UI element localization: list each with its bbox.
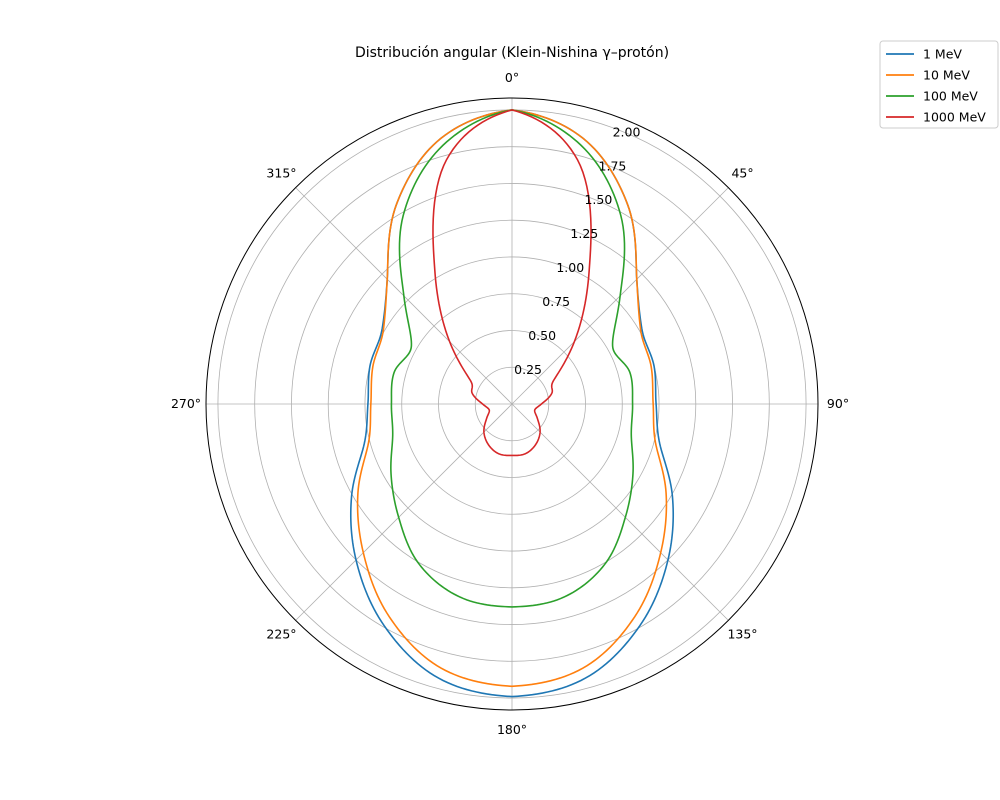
- radial-tick-label: 1.50: [584, 192, 612, 207]
- angular-tick-label: 0°: [505, 70, 519, 85]
- polar-frame: [205, 97, 819, 711]
- angular-tick-label: 135°: [727, 627, 757, 642]
- radial-tick-label: 1.00: [556, 260, 584, 275]
- legend-label-4: 1000 MeV: [923, 110, 986, 125]
- radial-tick-label: 2.00: [613, 124, 641, 139]
- angular-tick-label: 315°: [266, 165, 296, 180]
- radial-tick-label: 1.75: [599, 158, 627, 173]
- radial-tick-labels: 0.25 0.50 0.75 1.00 1.25 1.50 1.75 2.00: [514, 124, 640, 377]
- angular-tick-label: 225°: [266, 627, 296, 642]
- angular-tick-label: 180°: [497, 722, 527, 737]
- legend-label-1: 1 MeV: [923, 47, 962, 62]
- chart-title: Distribución angular (Klein-Nishina γ–pr…: [355, 45, 669, 61]
- angular-gridline: [295, 403, 513, 621]
- legend-box: [879, 40, 999, 129]
- legend-label-3: 100 MeV: [923, 89, 978, 104]
- series-line-1: [349, 109, 675, 698]
- radial-tick-label: 1.25: [570, 226, 598, 241]
- legend-label-2: 10 MeV: [923, 68, 970, 83]
- angular-tick-label: 270°: [171, 396, 201, 411]
- series-line-3: [390, 109, 634, 608]
- angular-tick-labels: 0° 45° 90° 135° 180° 225° 270° 315°: [171, 70, 849, 737]
- legend: 1 MeV 10 MeV 100 MeV 1000 MeV: [879, 40, 999, 129]
- polar-grid: [205, 97, 819, 711]
- series-line-2: [356, 109, 668, 688]
- radial-tick-label: 0.25: [514, 362, 542, 377]
- angular-tick-label: 45°: [731, 165, 753, 180]
- angular-gridline: [511, 403, 729, 621]
- angular-tick-label: 90°: [827, 396, 849, 411]
- radial-tick-label: 0.75: [542, 294, 570, 309]
- series-line-4: [432, 109, 592, 457]
- radial-tick-label: 0.50: [528, 328, 556, 343]
- series-lines: [349, 109, 675, 698]
